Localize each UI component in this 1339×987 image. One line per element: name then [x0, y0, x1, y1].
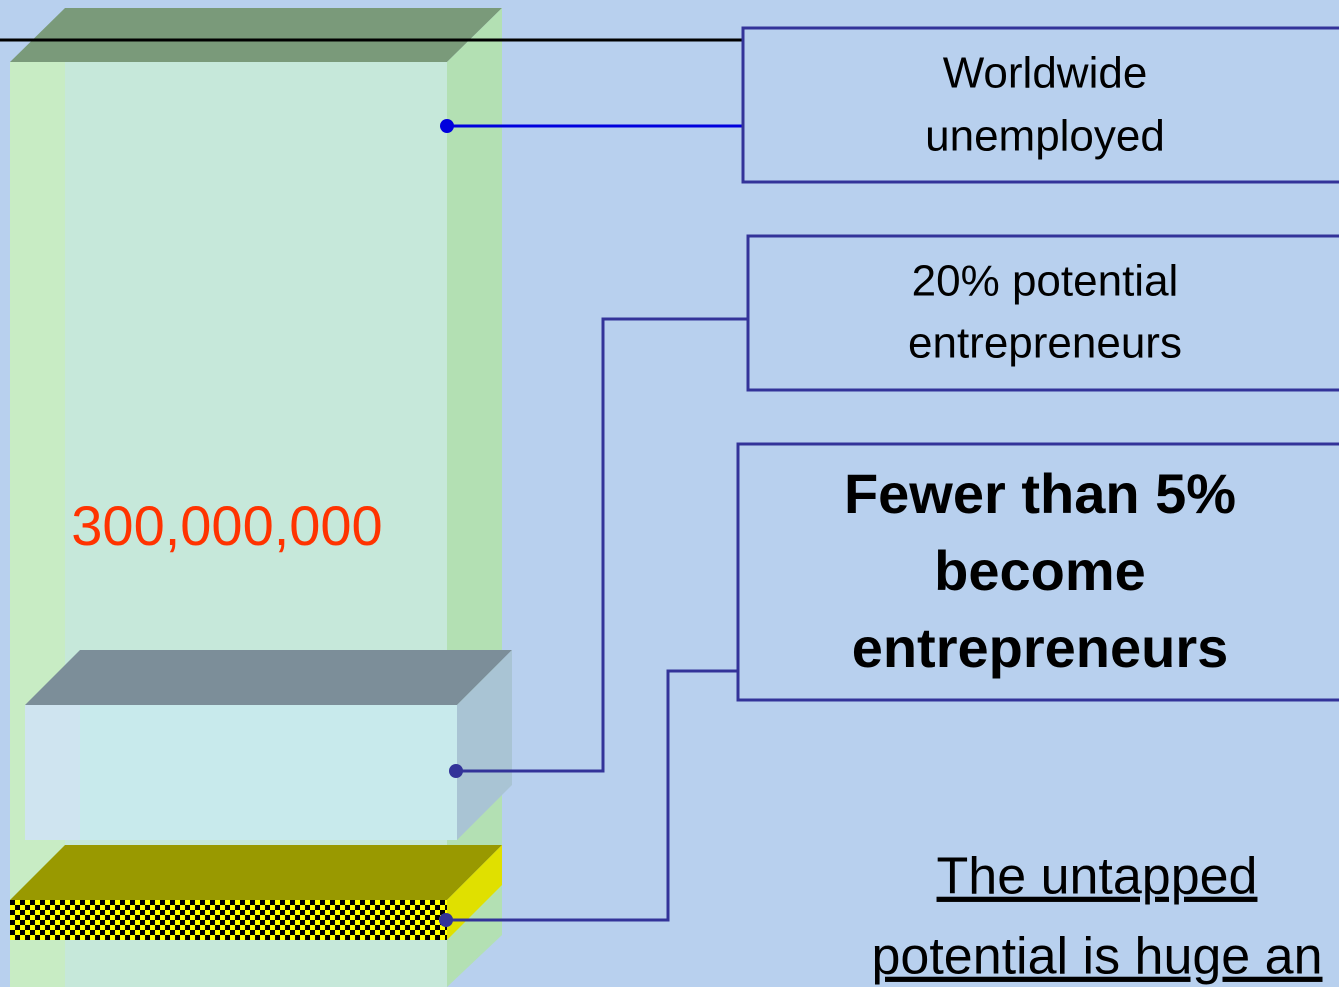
callout-text: become — [934, 539, 1146, 602]
callout-box — [746, 234, 1339, 392]
callout-text: entrepreneurs — [908, 319, 1182, 368]
callout-text: unemployed — [925, 112, 1165, 161]
tall-box-edge — [10, 62, 65, 987]
footer-text: The untapped — [937, 848, 1258, 906]
slab-top — [10, 845, 502, 900]
callout-box — [741, 26, 1339, 184]
connector-dot — [449, 764, 463, 778]
connector — [456, 317, 748, 773]
callout-text: 20% potential — [912, 257, 1179, 306]
slab-front — [10, 900, 447, 940]
inner-box-front — [25, 705, 457, 840]
callout-text: Worldwide — [943, 49, 1148, 98]
slab-side — [447, 845, 502, 940]
callout-text: entrepreneurs — [852, 616, 1229, 679]
inner-box-side — [457, 650, 512, 840]
callout-text: Fewer than 5% — [844, 462, 1236, 525]
callout-box — [736, 442, 1339, 702]
tall-box-top — [10, 8, 502, 62]
tall-box-side — [447, 8, 502, 987]
connector-dot — [439, 913, 453, 927]
figure-label: 300,000,000 — [71, 494, 382, 557]
connector — [446, 669, 738, 922]
footer-text: potential is huge an — [871, 928, 1322, 986]
inner-box-edge — [25, 705, 80, 840]
connector-dot — [440, 119, 454, 133]
inner-box-top — [25, 650, 512, 705]
